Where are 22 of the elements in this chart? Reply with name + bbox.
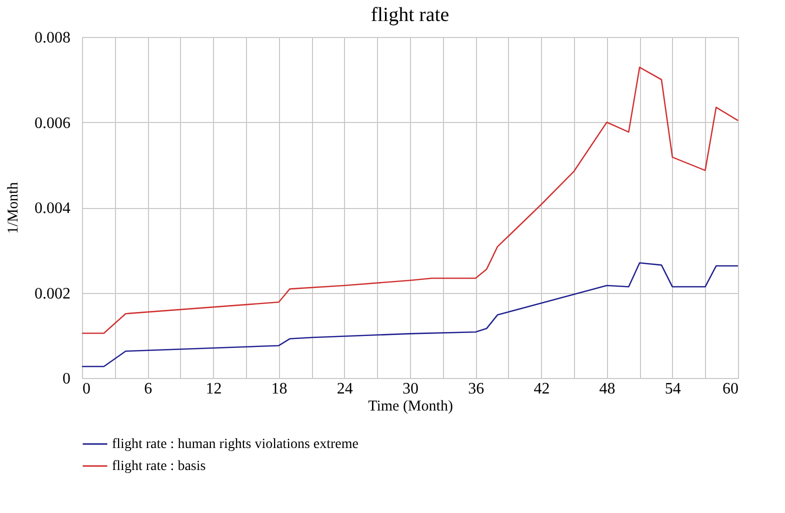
x-tick-label: 54 <box>664 380 681 398</box>
x-tick-label: 42 <box>534 380 550 398</box>
x-tick-label: 36 <box>468 380 484 398</box>
legend-label: flight rate : basis <box>112 459 206 474</box>
x-tick-label: 48 <box>599 380 616 398</box>
line-series <box>81 66 739 334</box>
legend-label: flight rate : human rights violations extreme <box>112 437 358 452</box>
x-tick-label: 60 <box>722 380 738 398</box>
x-tick-label: 18 <box>271 380 288 398</box>
x-tick-label: 24 <box>336 380 353 398</box>
chart-title: flight rate <box>370 4 450 26</box>
y-tick-label: 0.008 <box>34 30 70 46</box>
y-tick-label: 0.004 <box>34 200 70 217</box>
x-axis-title: Time (Month) <box>368 398 453 414</box>
x-tick-label: 12 <box>206 380 222 398</box>
x-tick-label: 6 <box>144 380 152 398</box>
line-series <box>81 262 739 368</box>
x-tick-label: 0 <box>82 380 90 398</box>
y-axis-title: 1/Month <box>6 182 22 234</box>
x-tick-label: 30 <box>402 380 418 398</box>
y-tick-label: 0.002 <box>34 285 70 302</box>
y-tick-label: 0.006 <box>34 114 70 132</box>
